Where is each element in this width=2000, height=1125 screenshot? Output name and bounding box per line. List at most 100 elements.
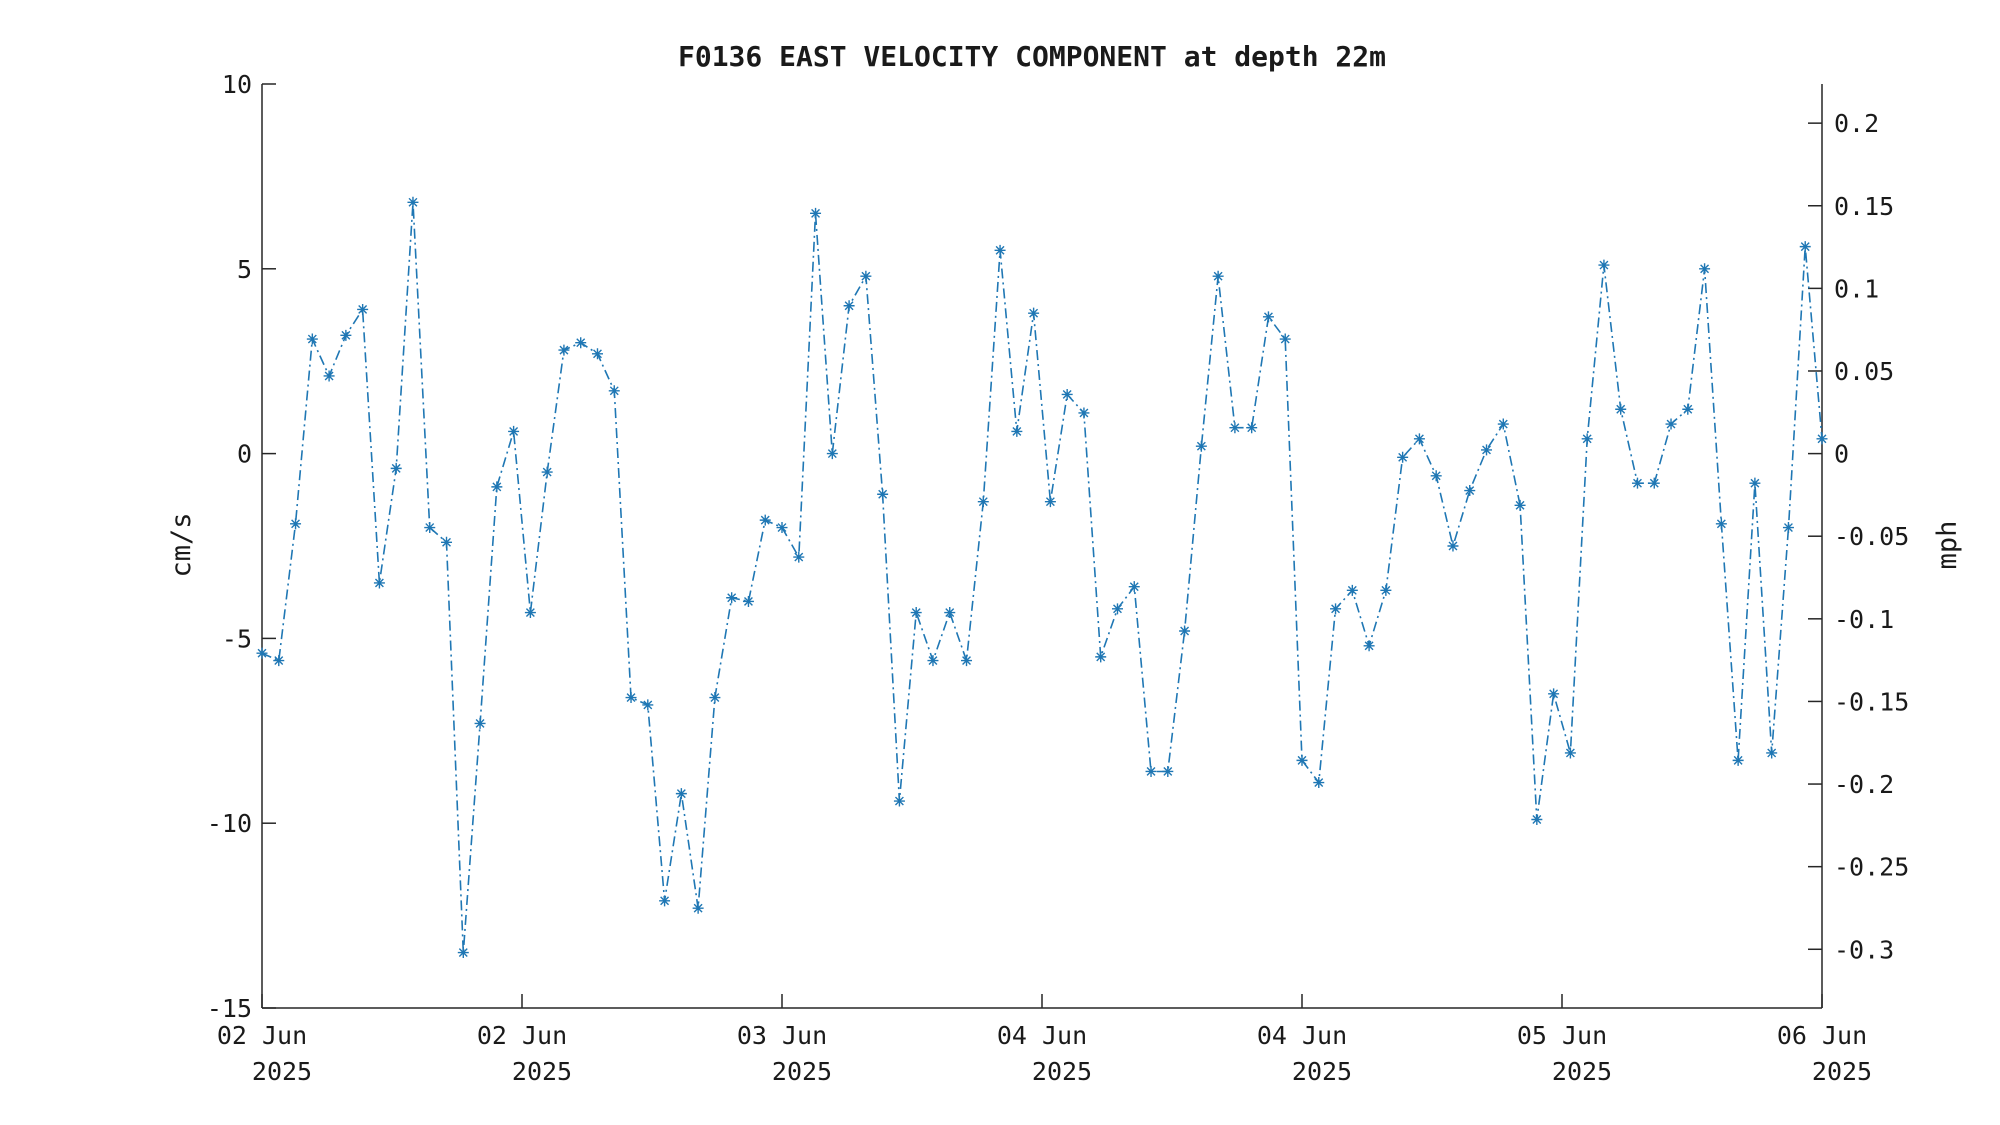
data-point-marker xyxy=(508,425,520,437)
data-point-marker xyxy=(826,448,838,460)
bottom-tick-label-year: 2025 xyxy=(1552,1057,1612,1086)
data-point-marker xyxy=(256,647,268,659)
data-point-marker xyxy=(1699,263,1711,275)
data-point-marker xyxy=(1749,477,1761,489)
data-point-marker xyxy=(1766,747,1778,759)
data-point-marker xyxy=(1648,477,1660,489)
data-point-marker xyxy=(474,717,486,729)
right-tick-label: -0.1 xyxy=(1834,605,1894,634)
data-point-marker xyxy=(1296,754,1308,766)
bottom-tick-label-day: 02 Jun xyxy=(217,1021,307,1050)
bottom-tick-label-year: 2025 xyxy=(1032,1057,1092,1086)
data-point-marker xyxy=(373,577,385,589)
data-point-marker xyxy=(1782,522,1794,534)
bottom-tick-label-day: 02 Jun xyxy=(477,1021,567,1050)
data-point-marker xyxy=(877,488,889,500)
bottom-tick-label-day: 06 Jun xyxy=(1777,1021,1867,1050)
bottom-tick-label-year: 2025 xyxy=(772,1057,832,1086)
data-point-marker xyxy=(893,795,905,807)
data-point-marker xyxy=(1162,765,1174,777)
data-point-marker xyxy=(742,595,754,607)
right-tick-label: 0 xyxy=(1834,440,1849,469)
data-point-marker xyxy=(575,337,587,349)
data-point-marker xyxy=(1011,425,1023,437)
data-point-marker xyxy=(457,947,469,959)
data-point-marker xyxy=(1061,388,1073,400)
data-point-marker xyxy=(1078,407,1090,419)
data-point-marker xyxy=(1715,518,1727,530)
data-point-marker xyxy=(1246,422,1258,434)
data-point-marker xyxy=(1128,581,1140,593)
data-point-marker xyxy=(608,385,620,397)
data-point-marker xyxy=(1816,433,1828,445)
chart-title: F0136 EAST VELOCITY COMPONENT at depth 2… xyxy=(678,40,1386,73)
data-point-marker xyxy=(1028,307,1040,319)
data-point-marker xyxy=(1179,625,1191,637)
plot-axes: 10 5 0 -5 -10 -15 0.2 0.15 0.1 0.05 0 -0.05 -0.1 -0.1… xyxy=(207,70,1909,1086)
data-point-marker xyxy=(1464,485,1476,497)
right-axis-title: mph xyxy=(1932,521,1963,570)
bottom-tick-label-day: 04 Jun xyxy=(997,1021,1087,1050)
data-point-marker xyxy=(1044,496,1056,508)
right-tick-label: 0.15 xyxy=(1834,192,1894,221)
data-point-marker xyxy=(558,344,570,356)
data-point-marker xyxy=(625,692,637,704)
data-point-marker xyxy=(340,329,352,341)
data-point-marker xyxy=(1581,433,1593,445)
left-tick-label: -10 xyxy=(207,809,252,838)
bottom-tick-label-day: 04 Jun xyxy=(1257,1021,1347,1050)
data-point-marker xyxy=(1631,477,1643,489)
right-tick-label: -0.15 xyxy=(1834,687,1909,716)
data-point-marker xyxy=(357,303,369,315)
data-point-marker xyxy=(524,607,536,619)
data-point-marker xyxy=(1262,311,1274,323)
data-point-marker xyxy=(994,244,1006,256)
data-point-marker xyxy=(1397,451,1409,463)
data-point-marker xyxy=(944,607,956,619)
data-point-marker xyxy=(1212,270,1224,282)
series-line xyxy=(261,202,1823,953)
bottom-tick-label-day: 03 Jun xyxy=(737,1021,827,1050)
left-tick-label: 0 xyxy=(237,440,252,469)
data-point-marker xyxy=(306,333,318,345)
data-point-marker xyxy=(290,518,302,530)
right-tick-label: -0.2 xyxy=(1834,770,1894,799)
data-point-marker xyxy=(1799,241,1811,253)
data-point-marker xyxy=(1531,814,1543,826)
data-point-marker xyxy=(843,300,855,312)
data-point-marker xyxy=(1497,418,1509,430)
data-point-marker xyxy=(910,607,922,619)
data-point-marker xyxy=(860,270,872,282)
data-point-marker xyxy=(1313,777,1325,789)
data-point-marker xyxy=(1363,640,1375,652)
data-point-marker xyxy=(675,788,687,800)
data-point-marker xyxy=(1615,403,1627,415)
data-point-marker xyxy=(273,655,285,667)
data-point-marker xyxy=(759,514,771,526)
data-point-marker xyxy=(1481,444,1493,456)
data-point-marker xyxy=(776,522,788,534)
left-tick-label: 5 xyxy=(237,255,252,284)
right-tick-label: 0.05 xyxy=(1834,357,1894,386)
data-point-marker xyxy=(323,370,335,382)
data-point-marker xyxy=(591,348,603,360)
right-tick-label: -0.3 xyxy=(1834,935,1894,964)
left-tick-label: -5 xyxy=(222,624,252,653)
data-point-marker xyxy=(1732,754,1744,766)
left-tick-label: 10 xyxy=(222,70,252,99)
bottom-tick-label-year: 2025 xyxy=(252,1057,312,1086)
left-tick-label: -15 xyxy=(207,994,252,1023)
right-tick-label: -0.25 xyxy=(1834,853,1909,882)
data-point-marker xyxy=(1548,688,1560,700)
data-point-marker xyxy=(659,895,671,907)
data-point-marker xyxy=(1229,422,1241,434)
data-point-marker xyxy=(709,692,721,704)
data-point-marker xyxy=(1413,433,1425,445)
data-point-marker xyxy=(1346,584,1358,596)
bottom-tick-label-year: 2025 xyxy=(512,1057,572,1086)
data-point-marker xyxy=(810,207,822,219)
data-point-marker xyxy=(1330,603,1342,615)
data-point-marker xyxy=(1111,603,1123,615)
data-point-marker xyxy=(1145,765,1157,777)
